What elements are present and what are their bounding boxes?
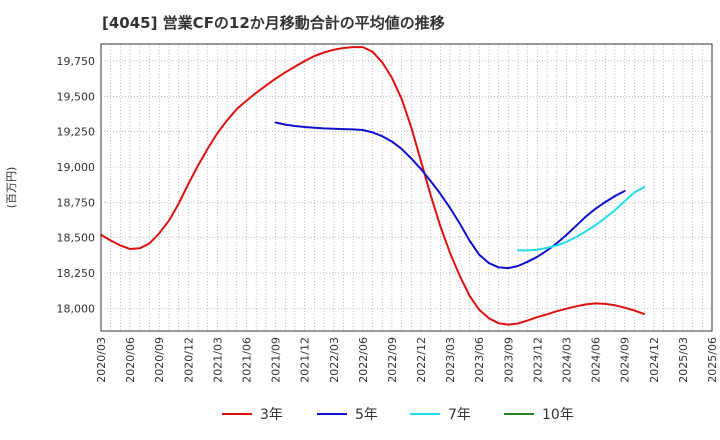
x-tick-label: 2022/09 [386,337,399,383]
x-tick-label: 2024/12 [648,337,661,383]
x-tick-label: 2020/03 [95,337,108,383]
legend-label-5年: 5年 [355,407,378,423]
x-tick-label: 2023/09 [502,337,515,383]
legend-label-10年: 10年 [542,407,574,423]
x-tick-label: 2022/06 [357,337,370,383]
x-tick-label: 2021/12 [299,337,312,383]
y-tick-label: 18,500 [57,232,96,245]
y-axis: 18,000 18,250 18,500 18,750 19,000 19,250 19,5… [57,55,96,315]
legend: 3年 5年 7年 10年 [222,407,574,423]
y-tick-label: 19,750 [57,55,96,68]
y-tick-label: 18,000 [57,302,96,315]
series-line-5年 [274,121,626,270]
x-axis: 2020/03 2020/06 2020/09 2020/12 2021/03 2021/… [95,337,719,383]
x-tick-label: 2020/09 [153,337,166,383]
x-tick-label: 2025/03 [677,337,690,383]
y-tick-label: 18,750 [57,196,96,209]
x-tick-label: 2023/06 [473,337,486,383]
x-tick-label: 2024/06 [590,337,603,383]
x-tick-label: 2021/03 [211,337,224,383]
plot-frame [100,43,713,332]
x-tick-label: 2022/03 [328,337,341,383]
x-tick-label: 2025/06 [706,337,719,383]
x-tick-label: 2020/12 [182,337,195,383]
legend-label-3年: 3年 [260,407,283,423]
series-layer [100,46,646,326]
x-tick-label: 2023/03 [444,337,457,383]
x-tick-label: 2021/06 [240,337,253,383]
x-tick-label: 2022/12 [415,337,428,383]
y-axis-label: (百万円) [5,167,18,209]
y-tick-label: 18,250 [57,267,96,280]
x-tick-label: 2020/06 [124,337,137,383]
y-tick-label: 19,500 [57,90,96,103]
x-tick-label: 2021/09 [270,337,283,383]
grid [101,44,712,331]
legend-label-7年: 7年 [448,407,471,423]
series-line-3年 [100,46,646,326]
x-tick-label: 2024/03 [561,337,574,383]
y-tick-label: 19,250 [57,126,96,139]
series-line-7年 [517,186,646,252]
x-tick-label: 2024/09 [619,337,632,383]
y-tick-label: 19,000 [57,161,96,174]
x-tick-label: 2023/12 [531,337,544,383]
chart-title: [4045] 営業CFの12か月移動合計の平均値の推移 [102,14,445,32]
